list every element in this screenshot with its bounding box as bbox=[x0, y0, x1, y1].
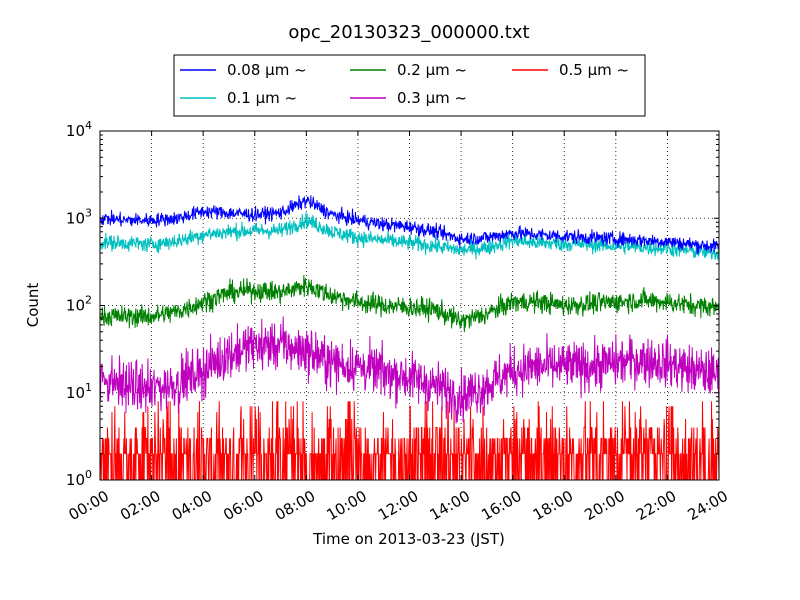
x-tick-label: 22:00 bbox=[633, 487, 679, 524]
plot-area bbox=[99, 130, 720, 481]
x-tick-label: 02:00 bbox=[117, 487, 163, 524]
series-line-0-2-m bbox=[99, 275, 720, 333]
legend: 0.08 μm ~ 0.2 μm ~ 0.5 μm ~ 0.1 μm ~ 0.3 μm … bbox=[173, 54, 646, 117]
y-tick-label: 102 bbox=[66, 294, 92, 315]
y-tick-label: 101 bbox=[66, 381, 92, 402]
series-line-0-08-m bbox=[99, 195, 720, 255]
chart-title: opc_20130323_000000.txt bbox=[288, 22, 529, 43]
legend-label: 0.1 μm ~ bbox=[227, 89, 297, 107]
ticks bbox=[99, 130, 720, 481]
y-tick-label: 103 bbox=[66, 206, 92, 227]
x-tick-label: 06:00 bbox=[220, 487, 266, 524]
x-tick-labels: 00:00 02:00 04:00 06:00 08:00 10:00 12:00 14:00… bbox=[66, 487, 731, 524]
x-tick-label: 10:00 bbox=[323, 487, 369, 524]
x-tick-label: 04:00 bbox=[169, 487, 215, 524]
y-axis-label: Count bbox=[24, 283, 42, 328]
x-tick-label: 16:00 bbox=[478, 487, 524, 524]
legend-label: 0.5 μm ~ bbox=[559, 61, 629, 79]
x-tick-label: 18:00 bbox=[530, 487, 576, 524]
x-tick-label: 24:00 bbox=[685, 487, 731, 524]
y-tick-label: 100 bbox=[66, 468, 92, 489]
legend-label: 0.2 μm ~ bbox=[397, 61, 467, 79]
legend-label: 0.08 μm ~ bbox=[227, 61, 307, 79]
x-tick-label: 14:00 bbox=[427, 487, 473, 524]
y-tick-label: 104 bbox=[66, 119, 92, 140]
x-axis-label: Time on 2013-03-23 (JST) bbox=[312, 530, 505, 548]
x-tick-label: 12:00 bbox=[375, 487, 421, 524]
series-line-0-3-m bbox=[99, 316, 720, 424]
x-tick-label: 20:00 bbox=[581, 487, 627, 524]
x-tick-label: 00:00 bbox=[66, 487, 112, 524]
legend-frame bbox=[173, 54, 646, 117]
y-tick-labels: 100 101 102 103 104 bbox=[66, 119, 92, 489]
legend-label: 0.3 μm ~ bbox=[397, 89, 467, 107]
x-tick-label: 08:00 bbox=[272, 487, 318, 524]
